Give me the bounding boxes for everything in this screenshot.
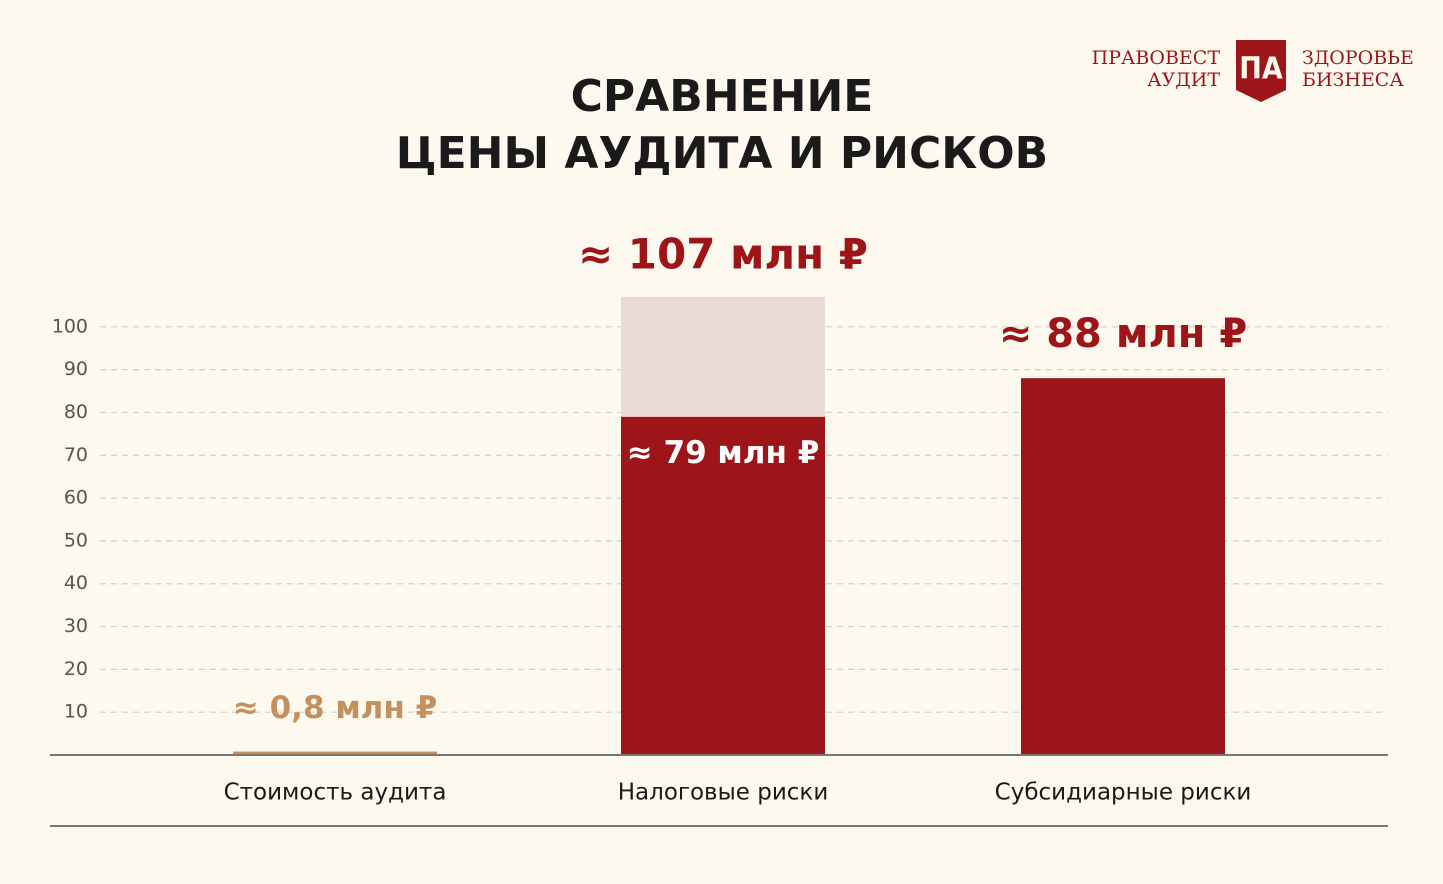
logo-text: БИЗНЕСА <box>1302 69 1404 91</box>
y-tick-label: 10 <box>64 701 88 723</box>
logo-shield <box>1236 40 1286 102</box>
x-tick-label: Налоговые риски <box>618 780 829 806</box>
y-tick-label: 90 <box>64 358 88 380</box>
y-tick-label: 50 <box>64 529 88 551</box>
bar <box>621 296 825 417</box>
value-label: ≈ 79 млн ₽ <box>627 435 820 471</box>
y-tick-label: 100 <box>52 315 88 337</box>
logo: ПРАВОВЕСТ АУДИТ ПА ЗДОРОВЬЕ БИЗНЕСА <box>1092 40 1414 102</box>
logo-text: ПРАВОВЕСТ <box>1092 47 1221 69</box>
x-tick-label: Субсидиарные риски <box>995 780 1252 806</box>
bar <box>621 416 825 755</box>
total-label: ≈ 107 млн ₽ <box>578 229 868 278</box>
logo-text: АУДИТ <box>1147 69 1220 91</box>
chart-title: ЦЕНЫ АУДИТА И РИСКОВ <box>396 128 1048 179</box>
y-tick-label: 20 <box>64 658 88 680</box>
y-tick-label: 70 <box>64 444 88 466</box>
value-label: ≈ 88 млн ₽ <box>999 311 1247 357</box>
logo-text: ЗДОРОВЬЕ <box>1302 47 1414 69</box>
x-tick-label: Стоимость аудита <box>224 780 447 806</box>
y-tick-label: 60 <box>64 487 88 509</box>
logo-mark: ПА <box>1239 52 1283 87</box>
y-tick-label: 80 <box>64 401 88 423</box>
y-tick-label: 40 <box>64 572 88 594</box>
chart-title: СРАВНЕНИЕ <box>571 71 874 122</box>
bar <box>1021 378 1225 755</box>
y-tick-label: 30 <box>64 615 88 637</box>
bar <box>233 751 437 755</box>
value-label: ≈ 0,8 млн ₽ <box>233 690 437 726</box>
